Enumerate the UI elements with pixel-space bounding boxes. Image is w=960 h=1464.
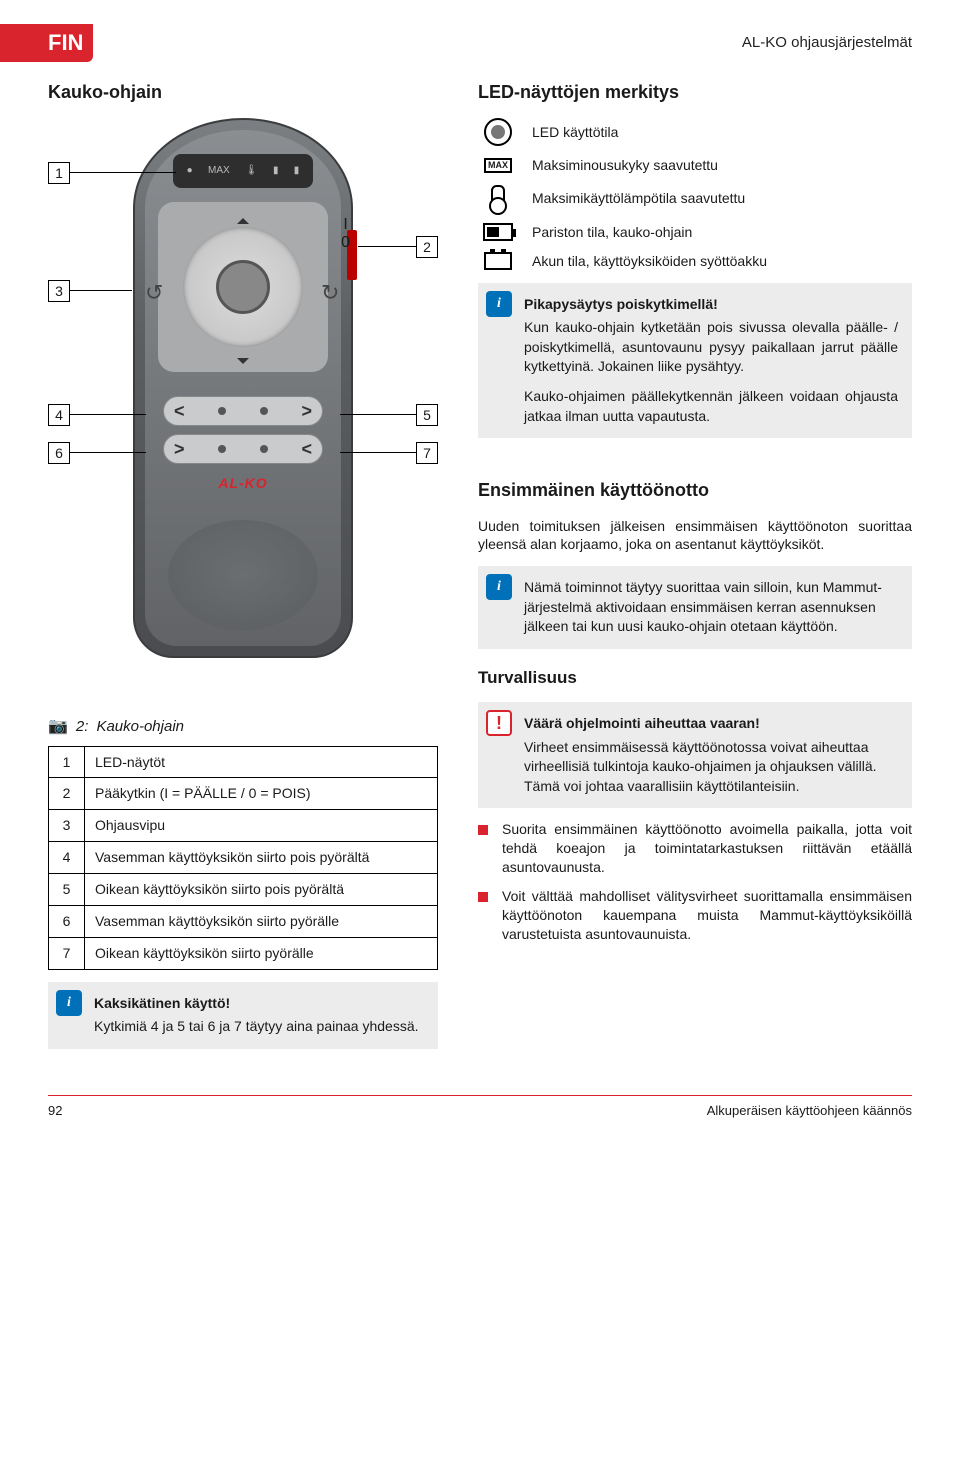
- parts-table: 1LED-näytöt2Pääkytkin (I = PÄÄLLE / 0 = …: [48, 746, 438, 970]
- button-row-in: ><: [163, 434, 323, 464]
- table-row: 6Vasemman käyttöyksikön siirto pyörälle: [49, 906, 438, 938]
- max-icon: MAX: [484, 158, 512, 173]
- legend-battery-remote: Pariston tila, kauko-ohjain: [478, 223, 912, 242]
- right-heading: LED-näyttöjen merkitys: [478, 80, 912, 104]
- commissioning-heading: Ensimmäinen käyttöönotto: [478, 478, 912, 502]
- info-icon: i: [486, 574, 512, 600]
- figure-caption: 📷 2: Kauko-ohjain: [48, 716, 438, 738]
- two-hand-info: i Kaksikätinen käyttö! Kytkimiä 4 ja 5 t…: [48, 982, 438, 1049]
- info-icon: i: [486, 291, 512, 317]
- list-item: Voit välttää mahdolliset välitysvirheet …: [478, 887, 912, 944]
- quickstop-info: i Pikapysäytys poiskytkimellä! Kun kauko…: [478, 283, 912, 439]
- legend-temp: Maksimikäyttölämpötila saavutettu: [478, 185, 912, 213]
- callout-4: 4: [48, 404, 146, 426]
- callout-1: 1: [48, 162, 176, 184]
- table-row: 2Pääkytkin (I = PÄÄLLE / 0 = POIS): [49, 778, 438, 810]
- info-icon: i: [56, 990, 82, 1016]
- joystick-zone: [158, 202, 328, 372]
- footer-note: Alkuperäisen käyttöohjeen käännös: [707, 1102, 912, 1120]
- legend-led: LED käyttötila: [478, 118, 912, 146]
- table-row: 7Oikean käyttöyksikön siirto pyörälle: [49, 937, 438, 969]
- button-row-out: <>: [163, 396, 323, 426]
- remote-figure: ●MAX🌡▮▮ ↺ ↻ <> >< AL-KO: [48, 118, 438, 698]
- callout-2: 2: [358, 236, 438, 258]
- commissioning-info: i Nämä toiminnot täytyy suorittaa vain s…: [478, 566, 912, 649]
- thermometer-icon: [491, 185, 505, 213]
- car-battery-icon: [484, 252, 512, 270]
- language-badge: FIN: [0, 24, 93, 62]
- camera-icon: 📷: [48, 716, 68, 738]
- callout-7: 7: [340, 442, 438, 464]
- legend-battery-drive: Akun tila, käyttöyksiköiden syöttöakku: [478, 252, 912, 271]
- table-row: 5Oikean käyttöyksikön siirto pois pyöräl…: [49, 874, 438, 906]
- led-bar: ●MAX🌡▮▮: [173, 154, 313, 188]
- document-title: AL-KO ohjausjärjestelmät: [742, 33, 912, 53]
- table-row: 4Vasemman käyttöyksikön siirto pois pyör…: [49, 842, 438, 874]
- table-row: 1LED-näytöt: [49, 746, 438, 778]
- safety-warning: ! Väärä ohjelmointi aiheuttaa vaaran! Vi…: [478, 702, 912, 808]
- rotate-ccw-icon: ↺: [145, 278, 163, 308]
- callout-6: 6: [48, 442, 146, 464]
- battery-icon: [483, 223, 513, 241]
- left-heading: Kauko-ohjain: [48, 80, 438, 104]
- brand-logo: AL-KO: [218, 474, 267, 493]
- warning-icon: !: [486, 710, 512, 736]
- io-label: I0: [341, 216, 350, 251]
- safety-heading: Turvallisuus: [478, 667, 912, 690]
- mammoth-emblem: [168, 520, 318, 630]
- rotate-cw-icon: ↻: [321, 278, 339, 308]
- callout-3: 3: [48, 280, 132, 302]
- legend-max: MAX Maksiminousukyky saavutettu: [478, 156, 912, 175]
- page-number: 92: [48, 1102, 62, 1120]
- led-icon: [484, 118, 512, 146]
- safety-bullets: Suorita ensimmäinen käyttöönotto avoimel…: [478, 820, 912, 943]
- commissioning-intro: Uuden toimituksen jälkeisen ensimmäisen …: [478, 517, 912, 555]
- callout-5: 5: [340, 404, 438, 426]
- table-row: 3Ohjausvipu: [49, 810, 438, 842]
- list-item: Suorita ensimmäinen käyttöönotto avoimel…: [478, 820, 912, 877]
